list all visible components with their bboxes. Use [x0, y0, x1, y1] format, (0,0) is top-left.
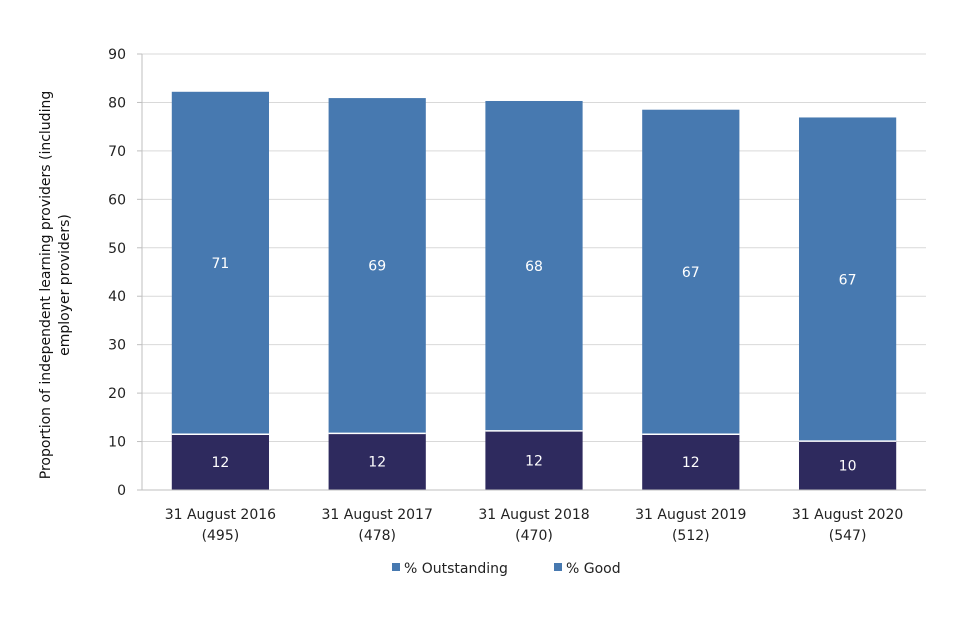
y-axis-title-line: Proportion of independent learning provi…: [38, 91, 54, 479]
y-tick-label: 90: [108, 47, 126, 63]
y-tick-label: 20: [108, 386, 126, 402]
bar-outstanding: [798, 441, 897, 490]
bar-outstanding: [171, 434, 270, 490]
x-tick-label: 31 August 2017: [322, 507, 433, 523]
data-label: 71: [211, 256, 229, 272]
x-tick-label-count: (547): [829, 528, 867, 544]
bar-good: [171, 91, 270, 435]
legend-swatch: [392, 563, 400, 571]
bars: 12 71 12 69 12 68 12 67 10 67: [171, 91, 897, 490]
legend: % Outstanding % Good: [392, 561, 621, 577]
x-tick-label-count: (470): [515, 528, 553, 544]
data-label: 12: [368, 455, 386, 471]
x-tick-label-count: (478): [358, 528, 396, 544]
legend-swatch: [554, 563, 562, 571]
bar-outstanding: [642, 434, 740, 490]
y-tick-label: 80: [108, 95, 126, 111]
bar-good: [798, 117, 897, 442]
data-label: 12: [525, 453, 543, 469]
x-tick-label: 31 August 2019: [635, 507, 746, 523]
data-label: 10: [839, 459, 857, 475]
y-tick-label: 10: [108, 435, 126, 451]
data-label: 67: [682, 265, 700, 281]
y-tick-label: 60: [108, 192, 126, 208]
y-tick-label: 30: [108, 338, 126, 354]
y-axis-title: Proportion of independent learning provi…: [38, 91, 73, 479]
bar-good: [485, 100, 583, 431]
legend-label: % Good: [566, 561, 621, 577]
x-tick-label-count: (512): [672, 528, 710, 544]
bar-good: [328, 98, 426, 434]
bar-outstanding: [328, 433, 426, 490]
data-label: 12: [682, 455, 700, 471]
x-tick-label: 31 August 2016: [165, 507, 276, 523]
x-tick-label: 31 August 2020: [792, 507, 903, 523]
legend-label: % Outstanding: [404, 561, 508, 577]
data-label: 69: [368, 259, 386, 275]
y-tick-label: 70: [108, 144, 126, 160]
axes: 0 10 20 30 40 50 60 70 80 90 31 August 2016 (495) 31…: [108, 47, 926, 544]
y-tick-label: 0: [117, 483, 126, 499]
x-tick-label-count: (495): [202, 528, 240, 544]
y-tick-label: 50: [108, 241, 126, 257]
y-axis-label: Proportion of independent learning provi…: [38, 91, 73, 479]
bar-good: [642, 109, 740, 435]
data-label: 68: [525, 259, 543, 275]
bar-outstanding: [485, 430, 583, 490]
y-tick-label: 40: [108, 289, 126, 305]
data-label: 67: [839, 272, 857, 288]
x-tick-label: 31 August 2018: [478, 507, 589, 523]
data-label: 12: [211, 455, 229, 471]
y-axis-title-line: employer providers): [57, 214, 73, 356]
